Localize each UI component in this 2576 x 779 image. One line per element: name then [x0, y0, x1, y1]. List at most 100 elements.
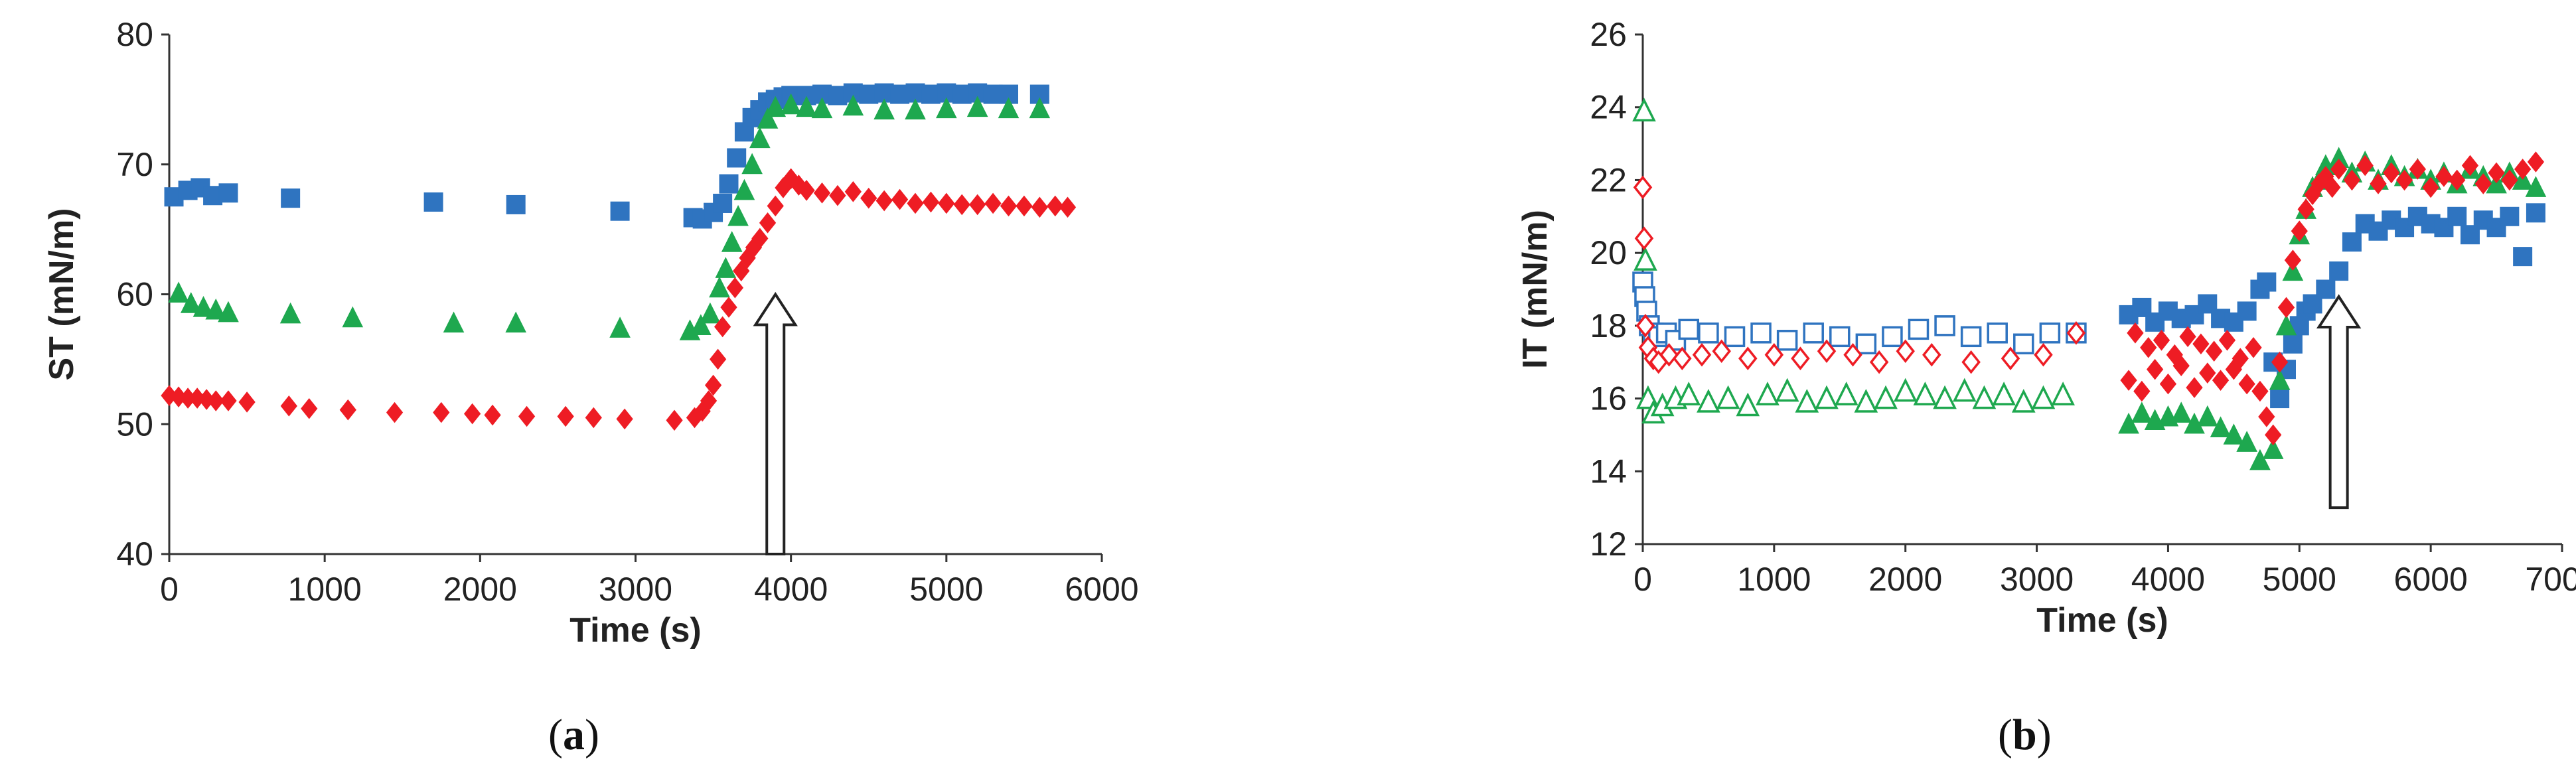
data-point [609, 317, 631, 338]
data-point [1738, 346, 1758, 371]
data-point [2238, 373, 2255, 395]
data-point [907, 192, 924, 214]
series-green-triangle-filled [168, 93, 1051, 340]
data-point [1756, 382, 1780, 405]
data-point [2192, 333, 2210, 355]
chart-a: 40 50 60 70 80 0 1000 2000 3000 4000 5000 6000 Time … [42, 16, 1139, 650]
data-point [463, 403, 481, 425]
data-point [2206, 340, 2223, 362]
data-point [2039, 322, 2061, 344]
data-point [2212, 370, 2230, 391]
series-green-triangle-open [1632, 98, 2075, 424]
data-point [1000, 195, 1018, 217]
data-point [2051, 382, 2075, 405]
data-point [2127, 322, 2144, 344]
data-point [2500, 206, 2520, 226]
data-point [690, 314, 712, 335]
data-point [891, 188, 909, 210]
y-axis-title: IT (mN/m) [1516, 210, 1554, 369]
data-point [557, 405, 574, 427]
data-point [205, 298, 227, 320]
y-tick-label: 60 [116, 276, 153, 313]
data-point [2316, 279, 2336, 299]
caption-open-a: ( [548, 711, 563, 759]
up-arrow-annotation [2316, 294, 2362, 510]
data-point [969, 194, 986, 216]
data-point [2449, 169, 2466, 191]
data-point [342, 306, 364, 328]
data-point [1972, 385, 1997, 409]
data-point [873, 98, 895, 120]
data-point [1029, 97, 1051, 119]
x-axis-title: Time (s) [569, 611, 701, 650]
data-point [905, 98, 926, 120]
x-tick-label: 1000 [288, 571, 362, 608]
y-tick-label: 40 [116, 535, 153, 573]
y-tick-label: 18 [1590, 307, 1627, 344]
data-point [1882, 326, 1903, 348]
y-tick-label: 14 [1590, 453, 1627, 490]
data-point [860, 187, 877, 209]
data-point [1803, 322, 1824, 344]
data-point [2199, 362, 2216, 384]
data-point [796, 96, 817, 117]
data-point [168, 281, 189, 303]
data-point [518, 405, 536, 427]
data-point [733, 178, 755, 200]
data-point [1764, 342, 1784, 367]
data-point [721, 231, 743, 252]
data-point [2031, 385, 2056, 409]
data-point [2224, 312, 2243, 332]
data-point [922, 191, 940, 213]
data-point [2251, 380, 2269, 402]
x-tick-label: 5000 [909, 571, 983, 608]
data-point [719, 174, 739, 194]
x-tick-label: 0 [1633, 561, 1652, 598]
y-tick-label: 16 [1590, 380, 1627, 417]
data-point [433, 401, 450, 423]
data-point [2153, 329, 2170, 351]
data-point [2435, 166, 2453, 187]
data-point [2120, 370, 2137, 391]
y-tick-label: 12 [1590, 526, 1627, 563]
data-point [2277, 297, 2295, 319]
x-tick-label: 2000 [1868, 561, 1942, 598]
y-tick-label: 80 [116, 16, 153, 53]
data-point [1987, 322, 2008, 344]
data-point [875, 190, 893, 212]
data-point [1843, 342, 1862, 367]
data-point [506, 194, 526, 214]
data-point [1678, 319, 1699, 340]
data-point [1750, 322, 1772, 344]
data-point [2232, 348, 2249, 370]
data-point [1031, 196, 1048, 218]
data-point [192, 295, 214, 317]
data-point [1632, 98, 1656, 121]
data-point [281, 188, 301, 208]
data-point [733, 260, 750, 282]
data-point [220, 390, 237, 411]
series-red-diamond-open [1633, 175, 2086, 374]
data-point [1795, 389, 1819, 413]
data-point [2186, 377, 2203, 398]
series-blue-square-open [1632, 271, 2087, 355]
x-tick-label: 1000 [1737, 561, 1811, 598]
data-point [709, 276, 730, 298]
data-point [700, 302, 721, 324]
x-axis-title: Time (s) [2036, 601, 2168, 640]
y-tick-label: 50 [116, 405, 153, 443]
data-point [2488, 162, 2505, 184]
data-point [2131, 401, 2153, 423]
data-point [714, 316, 731, 338]
data-point [505, 311, 527, 333]
data-point [2013, 333, 2034, 355]
data-point [2170, 401, 2192, 423]
data-point [207, 390, 224, 411]
data-point [238, 391, 256, 413]
data-point [798, 180, 815, 201]
y-tick-label: 20 [1590, 234, 1627, 271]
data-point [936, 97, 957, 119]
data-point [2258, 406, 2275, 427]
data-point [2237, 301, 2257, 321]
data-point [727, 204, 749, 226]
